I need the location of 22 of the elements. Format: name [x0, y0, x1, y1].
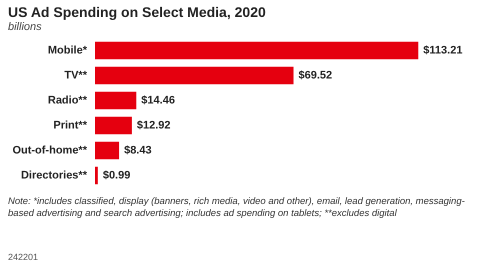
y-tick-label: TV** — [64, 70, 88, 82]
y-tick-label: Print** — [53, 120, 88, 132]
data-label: $113.21 — [423, 44, 462, 56]
bar — [95, 92, 136, 110]
y-tick-label: Out-of-home** — [12, 144, 88, 156]
data-label: $0.99 — [102, 170, 130, 182]
text: Note: *includes classified, display (banners, rich media, video and other), email, lead generation, messaging-based advertising and search advertising; includes ad spending on tablets; **excludes digital — [8, 196, 466, 219]
bar — [95, 142, 120, 160]
data-label: $14.46 — [141, 94, 175, 106]
bar — [95, 166, 98, 184]
y-tick-label: Mobile* — [48, 44, 88, 56]
bar — [95, 116, 132, 134]
bar — [95, 42, 418, 60]
data-label: $8.43 — [124, 144, 152, 156]
bar — [95, 66, 294, 84]
y-tick-label: Radio** — [48, 94, 88, 106]
chart-title: US Ad Spending on Select Media, 2020 — [8, 4, 266, 20]
text: 242201 — [8, 252, 38, 262]
chart-subtitle: billions — [8, 21, 42, 33]
data-label: $69.52 — [298, 70, 332, 82]
y-tick-label: Directories** — [20, 170, 88, 182]
data-label: $12.92 — [136, 120, 171, 132]
